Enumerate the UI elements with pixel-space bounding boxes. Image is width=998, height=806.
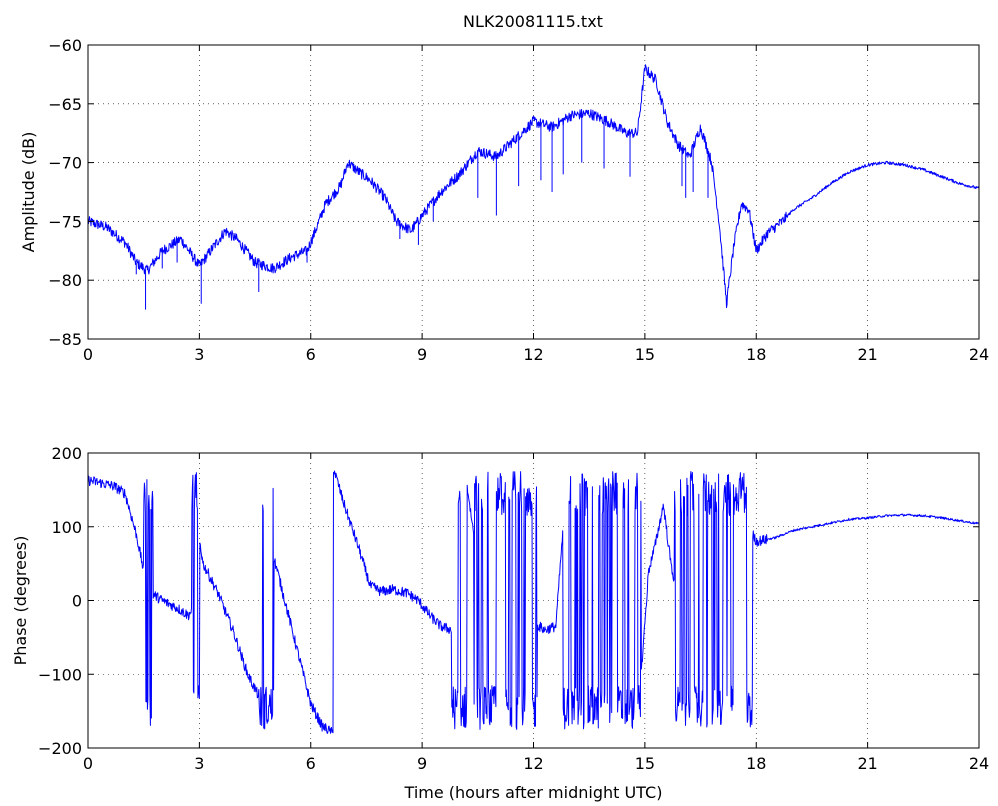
x-tick-label: 18 [746, 754, 766, 773]
phase-series-group [87, 470, 980, 734]
x-tick-label: 3 [194, 754, 204, 773]
phase-grid [88, 453, 979, 748]
amplitude-panel: 0 3 6 9 12 15 18 21 24 −85 −80 −75 −70 −65 −60 Amplitu… [19, 36, 989, 364]
y-tick-label: −80 [48, 271, 82, 290]
y-tick-label: −70 [48, 154, 82, 173]
y-tick-label: −75 [48, 212, 82, 231]
y-tick-label: −60 [48, 36, 82, 55]
series-line [87, 470, 980, 734]
x-tick-label: 12 [523, 754, 543, 773]
x-tick-label: 21 [857, 754, 877, 773]
x-tick-label: 0 [83, 345, 93, 364]
y-tick-label: −85 [48, 330, 82, 349]
x-tick-label: 15 [635, 345, 655, 364]
x-tick-label: 12 [523, 345, 543, 364]
x-tick-label: 9 [417, 345, 427, 364]
amplitude-y-axis-label: Amplitude (dB) [19, 132, 38, 253]
x-tick-label: 6 [306, 345, 316, 364]
x-tick-label: 21 [857, 345, 877, 364]
x-tick-label: 18 [746, 345, 766, 364]
y-tick-label: −200 [38, 739, 82, 758]
y-tick-label: −100 [38, 665, 82, 684]
amplitude-ticks: 0 3 6 9 12 15 18 21 24 −85 −80 −75 −70 −65 −60 [48, 36, 989, 364]
phase-y-axis-label: Phase (degrees) [11, 536, 30, 666]
x-tick-label: 24 [969, 345, 989, 364]
x-tick-label: 6 [306, 754, 316, 773]
amplitude-grid [88, 45, 979, 339]
y-tick-label: 0 [72, 592, 82, 611]
y-tick-label: −65 [48, 95, 82, 114]
x-tick-label: 9 [417, 754, 427, 773]
phase-x-axis-label: Time (hours after midnight UTC) [404, 783, 663, 802]
phase-panel: 0 3 6 9 12 15 18 21 24 −200 −100 0 100 200 Phase (deg… [11, 444, 989, 802]
y-tick-label: 200 [51, 444, 82, 463]
x-tick-label: 15 [635, 754, 655, 773]
amplitude-series-group [87, 64, 980, 310]
series-line [87, 64, 980, 309]
x-tick-label: 3 [194, 345, 204, 364]
chart-title: NLK20081115.txt [463, 12, 603, 31]
y-tick-label: 100 [51, 518, 82, 537]
x-tick-label: 24 [969, 754, 989, 773]
x-tick-label: 0 [83, 754, 93, 773]
phase-ticks: 0 3 6 9 12 15 18 21 24 −200 −100 0 100 200 [38, 444, 989, 773]
